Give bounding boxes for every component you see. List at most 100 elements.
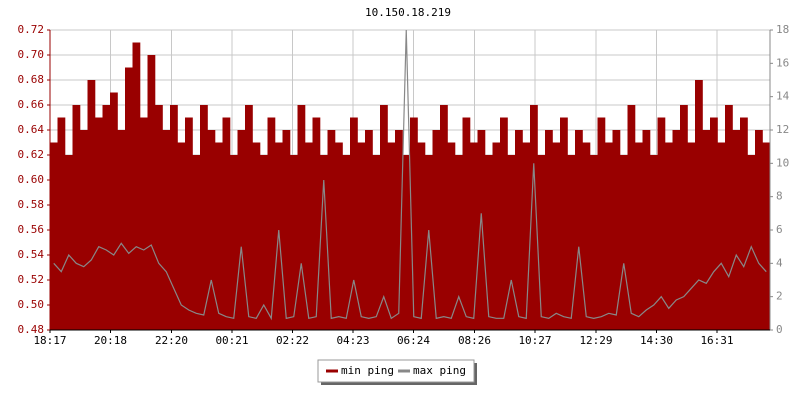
min-ping-bar: [95, 117, 103, 330]
y-tick-label: 0.58: [18, 198, 45, 211]
min-ping-bar: [305, 142, 313, 330]
min-ping-bar: [380, 105, 388, 330]
min-ping-bar: [755, 130, 763, 330]
min-ping-bar: [425, 155, 433, 330]
min-ping-bar: [492, 142, 501, 330]
min-ping-bar: [500, 117, 508, 330]
min-ping-bar: [545, 130, 553, 330]
min-ping-bar: [597, 117, 606, 330]
min-ping-bar: [665, 142, 673, 330]
min-ping-bar: [200, 105, 208, 330]
min-ping-bar: [537, 155, 546, 330]
x-tick-label: 18:17: [33, 334, 66, 347]
min-ping-bar: [680, 105, 688, 330]
min-ping-bar: [657, 117, 666, 330]
min-ping-bar: [515, 130, 523, 330]
min-ping-bar: [260, 155, 268, 330]
y-tick-label: 0.52: [18, 273, 45, 286]
x-tick-label: 14:30: [640, 334, 673, 347]
min-ping-bar: [57, 117, 66, 330]
min-ping-bar: [162, 130, 171, 330]
min-ping-bar: [320, 155, 328, 330]
min-ping-bar: [80, 130, 88, 330]
min-ping-bar: [477, 130, 486, 330]
y-tick-label: 0.70: [18, 48, 45, 61]
x-tick-label: 08:26: [458, 334, 491, 347]
min-ping-bar: [365, 130, 373, 330]
x-tick-label: 06:24: [397, 334, 430, 347]
min-ping-bar: [530, 105, 538, 330]
legend-label: max ping: [413, 364, 466, 377]
min-ping-bar: [432, 130, 441, 330]
min-ping-bar: [185, 117, 193, 330]
y2-tick-label: 0: [776, 323, 783, 336]
min-ping-bar: [672, 130, 681, 330]
min-ping-bar: [612, 130, 621, 330]
x-tick-label: 00:21: [215, 334, 248, 347]
min-ping-bar: [582, 142, 591, 330]
y-tick-label: 0.62: [18, 148, 45, 161]
min-ping-bar: [695, 80, 703, 330]
min-ping-bar: [627, 105, 636, 330]
min-ping-bar: [485, 155, 493, 330]
axes: 0.48 0.50 0.52 0.54 0.56 0.58 0.60 0.62 0.64 0.66…: [18, 23, 790, 347]
min-ping-bar: [267, 117, 276, 330]
y2-tick-label: 2: [776, 290, 783, 303]
min-ping-bar: [132, 42, 141, 330]
x-tick-label: 10:27: [518, 334, 551, 347]
x-tick-label: 20:18: [94, 334, 127, 347]
min-ping-bar: [560, 117, 568, 330]
x-tick-label: 02:22: [276, 334, 309, 347]
y2-tick-label: 16: [776, 56, 789, 69]
min-ping-bar: [155, 105, 163, 330]
min-ping-bar: [110, 92, 118, 330]
min-ping-bar: [687, 142, 696, 330]
min-ping-bar: [147, 55, 156, 330]
min-ping-bar: [72, 105, 81, 330]
min-ping-bar: [102, 105, 111, 330]
min-ping-bar: [620, 155, 628, 330]
y2-tick-label: 14: [776, 90, 790, 103]
min-ping-bar: [762, 142, 771, 330]
legend-label: min ping: [341, 364, 394, 377]
min-ping-bar: [222, 117, 231, 330]
y2-tick-label: 10: [776, 156, 789, 169]
min-ping-bar: [590, 155, 598, 330]
min-ping-bar: [717, 142, 726, 330]
min-ping-bar: [215, 142, 223, 330]
min-ping-bar: [207, 130, 216, 330]
min-ping-bar: [395, 130, 403, 330]
min-ping-bar: [567, 155, 576, 330]
min-ping-bar: [335, 142, 343, 330]
y-tick-label: 0.60: [18, 173, 45, 186]
y-tick-label: 0.68: [18, 73, 45, 86]
y2-tick-label: 4: [776, 256, 783, 269]
x-tick-label: 12:29: [579, 334, 612, 347]
min-ping-bar: [575, 130, 583, 330]
min-ping-bar: [642, 130, 651, 330]
min-ping-bar: [710, 117, 718, 330]
min-ping-bar: [342, 155, 351, 330]
min-ping-bar: [140, 117, 148, 330]
y-tick-label: 0.48: [18, 323, 45, 336]
x-tick-label: 16:31: [700, 334, 733, 347]
min-ping-bar: [552, 142, 561, 330]
min-ping-bar: [252, 142, 261, 330]
min-ping-bar: [350, 117, 358, 330]
min-ping-bar: [725, 105, 733, 330]
max-ping-line: [53, 29, 767, 321]
min-ping-bar: [455, 155, 463, 330]
min-ping-bar: [522, 142, 531, 330]
min-ping-bar: [702, 130, 711, 330]
min-ping-bar: [192, 155, 201, 330]
legend-box: [317, 359, 475, 383]
min-ping-bar: [402, 155, 411, 330]
min-ping-bar: [290, 155, 298, 330]
y2-tick-label: 12: [776, 123, 789, 136]
min-ping-bar: [177, 142, 186, 330]
min-ping-bar: [507, 155, 516, 330]
y2-tick-label: 18: [776, 23, 789, 36]
min-ping-bar: [740, 117, 748, 330]
